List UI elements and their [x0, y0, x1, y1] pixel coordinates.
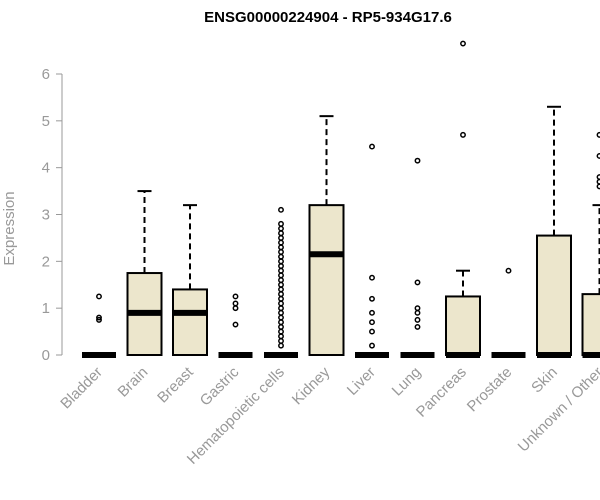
- outlier-point: [460, 131, 466, 138]
- outlier-point: [278, 244, 284, 251]
- y-tick-label: 5: [42, 113, 50, 130]
- box-skin: [536, 105, 572, 358]
- outlier-point: [278, 277, 284, 284]
- box-iqr: [445, 295, 481, 357]
- outlier-point: [278, 267, 284, 274]
- outlier-point: [278, 300, 284, 307]
- y-tick-label: 1: [42, 300, 50, 317]
- x-tick-label: Breast: [154, 363, 197, 406]
- outlier-point: [278, 253, 284, 260]
- boxes-group: [82, 40, 600, 358]
- outlier-point: [96, 314, 102, 321]
- outlier-point: [278, 328, 284, 335]
- outlier-point: [278, 338, 284, 344]
- outlier-point: [278, 309, 284, 316]
- outlier-point: [369, 274, 375, 281]
- box-pancreas: [445, 40, 481, 358]
- box-hematopoietic-cells: [264, 206, 298, 358]
- outlier-point: [278, 234, 284, 241]
- outlier-point: [278, 220, 284, 227]
- x-tick-label: Pancreas: [413, 364, 470, 421]
- outlier-point: [278, 239, 284, 246]
- outlier-point: [232, 305, 239, 312]
- y-tick-label: 6: [42, 66, 50, 83]
- box-iqr: [172, 288, 208, 356]
- x-tick-label: Prostate: [464, 364, 516, 416]
- outlier-point: [278, 263, 284, 269]
- outlier-point: [278, 286, 284, 293]
- outlier-point: [278, 249, 284, 255]
- outlier-point: [96, 316, 102, 323]
- outlier-point: [278, 319, 284, 326]
- outlier-point: [460, 40, 466, 47]
- outlier-point: [232, 321, 239, 328]
- box-prostate: [491, 267, 526, 358]
- x-tick-label: Brain: [115, 364, 152, 401]
- outlier-point: [414, 305, 421, 312]
- outlier-point: [232, 300, 239, 307]
- box-bladder: [82, 293, 116, 358]
- outlier-point: [414, 279, 421, 286]
- box-unknown-other: [581, 131, 600, 358]
- x-tick-label: Lung: [389, 364, 425, 400]
- outlier-point: [414, 309, 421, 316]
- outlier-point: [278, 281, 284, 288]
- outlier-point: [278, 206, 284, 213]
- x-tick-label: Bladder: [57, 364, 106, 413]
- outlier-point: [414, 323, 421, 330]
- y-tick-label: 4: [42, 160, 50, 177]
- box-kidney: [308, 115, 345, 356]
- x-tick-label: Skin: [528, 364, 561, 397]
- y-tick-label: 0: [42, 347, 50, 364]
- chart-title: ENSG00000224904 - RP5-934G17.6: [204, 9, 452, 26]
- box-iqr: [536, 234, 572, 356]
- x-tick-label: Liver: [344, 364, 379, 399]
- outlier-point: [278, 342, 284, 349]
- outlier-point: [278, 333, 284, 340]
- y-axis-ticks: 0 1 2 3 4 5 6: [42, 66, 62, 364]
- outlier-point: [369, 143, 375, 150]
- box-iqr: [308, 204, 345, 356]
- outlier-point: [369, 328, 375, 335]
- outlier-point: [369, 319, 375, 326]
- outlier-point: [96, 293, 102, 300]
- outlier-point: [369, 295, 375, 302]
- box-breast: [172, 204, 208, 356]
- y-axis-label: Expression: [1, 191, 18, 265]
- outlier-point: [278, 305, 284, 312]
- box-brain: [126, 190, 163, 356]
- outlier-point: [232, 293, 239, 300]
- outlier-point: [369, 309, 375, 316]
- outlier-point: [369, 342, 375, 349]
- box-liver: [355, 143, 389, 358]
- outlier-point: [278, 225, 284, 232]
- box-gastric: [218, 293, 253, 358]
- outlier-point: [278, 295, 284, 302]
- y-tick-label: 2: [42, 253, 50, 270]
- y-tick-label: 3: [42, 207, 50, 224]
- outlier-point: [278, 291, 284, 298]
- x-tick-label: Kidney: [289, 363, 334, 408]
- outlier-point: [278, 230, 284, 237]
- outlier-point: [278, 258, 284, 265]
- box-iqr: [581, 293, 600, 357]
- outlier-point: [505, 267, 512, 274]
- outlier-point: [278, 314, 284, 321]
- outlier-point: [414, 316, 421, 323]
- box-lung: [400, 157, 435, 358]
- outlier-point: [278, 272, 284, 279]
- outlier-point: [278, 323, 284, 330]
- outlier-point: [414, 157, 421, 164]
